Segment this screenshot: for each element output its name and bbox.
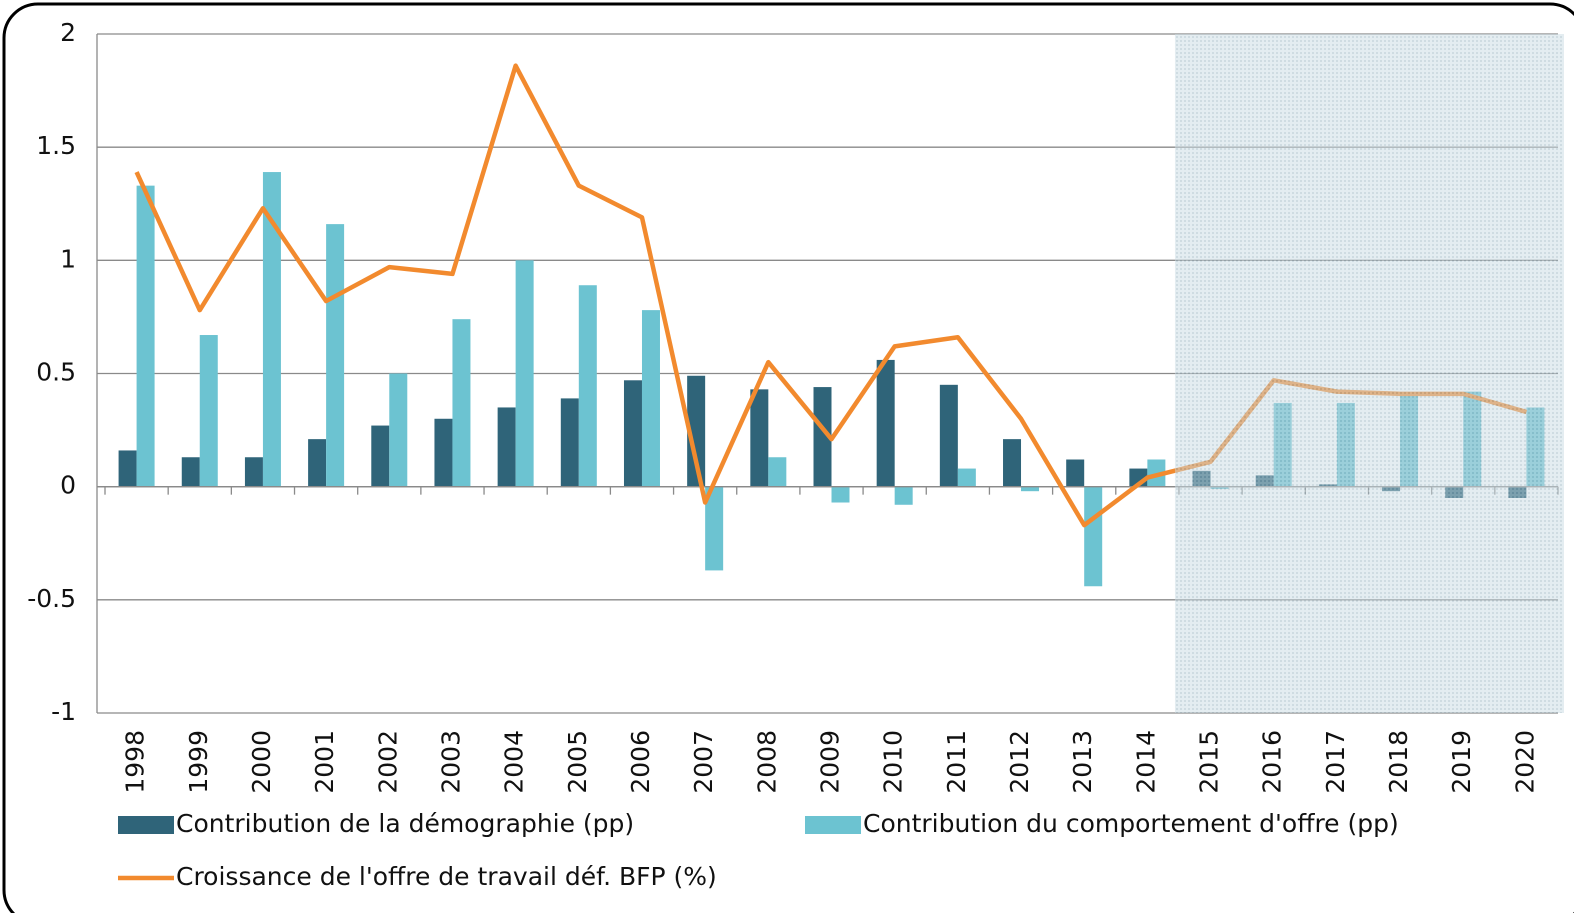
legend-swatch [118, 816, 174, 834]
bar [641, 310, 660, 487]
x-tick-label: 1999 [184, 730, 213, 794]
y-tick-label: 1.5 [36, 131, 76, 160]
bar [1084, 486, 1103, 587]
bar [389, 373, 408, 487]
bar [497, 407, 516, 487]
x-tick-label: 2003 [436, 730, 465, 794]
legend-label: Contribution de la démographie (pp) [176, 809, 634, 838]
bar [894, 486, 913, 505]
x-tick-label: 2001 [310, 730, 339, 794]
x-tick-label: 1998 [121, 730, 150, 794]
bar [957, 468, 976, 487]
x-tick-label: 2006 [626, 730, 655, 794]
bar [244, 457, 263, 487]
bar [876, 359, 895, 487]
bar [1021, 486, 1040, 492]
bar [262, 172, 281, 487]
bar [1003, 439, 1022, 487]
x-tick-label: 2020 [1510, 730, 1539, 794]
x-tick-label: 2002 [373, 730, 402, 794]
y-tick-label: -0.5 [27, 584, 76, 613]
x-tick-label: 2017 [1321, 730, 1350, 794]
y-tick-label: 0.5 [36, 358, 76, 387]
bar [813, 387, 832, 487]
x-tick-label: 2014 [1131, 730, 1160, 794]
legend-label: Contribution du comportement d'offre (pp… [863, 809, 1399, 838]
bar [1066, 459, 1085, 487]
y-tick-label: -1 [51, 697, 76, 726]
bar [939, 384, 958, 487]
bar [326, 224, 345, 487]
x-tick-label: 2007 [689, 730, 718, 794]
x-tick-label: 2009 [816, 730, 845, 794]
x-tick-label: 2010 [879, 730, 908, 794]
legend-swatch [805, 816, 861, 834]
bar [623, 380, 642, 487]
bar [199, 335, 218, 487]
x-tick-label: 2004 [500, 730, 529, 794]
bar [687, 375, 706, 487]
bar [181, 457, 200, 487]
x-tick-label: 2016 [1258, 730, 1287, 794]
forecast-shade [1174, 34, 1564, 713]
bar [705, 486, 724, 571]
bar [515, 260, 534, 487]
x-tick-label: 2011 [942, 730, 971, 794]
bar [560, 398, 579, 487]
y-tick-label: 2 [60, 18, 76, 47]
bar [452, 319, 471, 487]
x-tick-label: 2008 [752, 730, 781, 794]
x-tick-label: 2015 [1195, 730, 1224, 794]
x-tick-label: 2000 [247, 730, 276, 794]
x-tick-label: 2005 [563, 730, 592, 794]
x-tick-label: 2018 [1384, 730, 1413, 794]
bar [371, 425, 390, 487]
bar [118, 450, 137, 487]
x-tick-label: 2013 [1068, 730, 1097, 794]
x-tick-label: 2019 [1447, 730, 1476, 794]
bar [434, 418, 453, 487]
bar [578, 285, 597, 487]
bar [136, 185, 155, 487]
bar [831, 486, 850, 503]
bar [308, 439, 327, 487]
bar [750, 389, 769, 487]
bar [768, 457, 787, 487]
legend-label: Croissance de l'offre de travail déf. BF… [176, 862, 717, 891]
y-tick-label: 0 [60, 471, 76, 500]
y-tick-label: 1 [60, 244, 76, 273]
x-tick-label: 2012 [1005, 730, 1034, 794]
